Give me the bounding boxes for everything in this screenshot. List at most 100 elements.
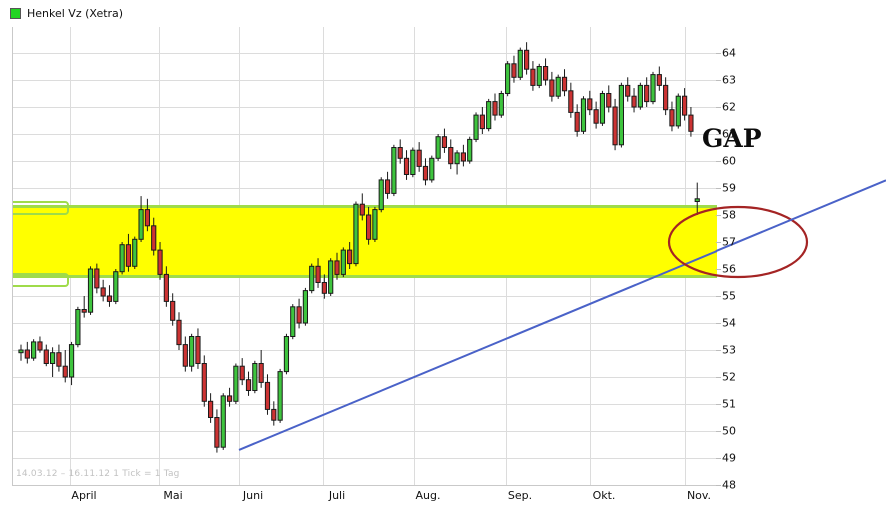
candle-body bbox=[536, 66, 542, 86]
y-axis-label: 48 bbox=[722, 478, 736, 492]
gridline-horizontal bbox=[13, 377, 717, 378]
trendline-segment-extension bbox=[715, 179, 886, 252]
candle-body bbox=[511, 63, 517, 78]
candle-body bbox=[68, 344, 75, 378]
candle-body bbox=[239, 365, 245, 381]
candle-body bbox=[384, 179, 391, 194]
x-axis-label: Juni bbox=[242, 489, 264, 502]
y-axis-label: 63 bbox=[722, 73, 736, 87]
candle-body bbox=[637, 84, 643, 108]
candle-body bbox=[599, 93, 606, 124]
candle-body bbox=[233, 365, 239, 402]
y-axis-label: 61 bbox=[722, 127, 736, 141]
candle-body bbox=[277, 371, 283, 421]
gridline-horizontal bbox=[13, 161, 717, 162]
band-top-edge bbox=[13, 204, 717, 208]
candle-body bbox=[125, 244, 132, 267]
y-axis-label: 50 bbox=[722, 424, 736, 438]
candle-body bbox=[201, 363, 207, 402]
candle-body bbox=[441, 136, 448, 148]
candle-body bbox=[682, 95, 688, 116]
candle-body bbox=[460, 152, 466, 162]
band-bottom-cap bbox=[13, 272, 69, 287]
candle-body bbox=[94, 268, 100, 289]
candle-body bbox=[473, 114, 479, 140]
candle-body bbox=[340, 249, 346, 275]
candle-body bbox=[170, 300, 176, 321]
candle-body bbox=[410, 149, 416, 175]
candle-body bbox=[593, 109, 599, 124]
y-axis-tick bbox=[716, 323, 721, 324]
y-axis-tick bbox=[716, 161, 721, 162]
candle-body bbox=[631, 95, 637, 108]
x-axis-label: Aug. bbox=[415, 489, 441, 502]
candle-body bbox=[530, 68, 536, 86]
candle-body bbox=[245, 379, 252, 392]
plot-area[interactable] bbox=[12, 27, 809, 486]
candle-body bbox=[176, 319, 182, 346]
candle-body bbox=[656, 74, 662, 86]
y-axis-label: 59 bbox=[722, 181, 736, 195]
y-axis-tick bbox=[716, 404, 721, 405]
candle-body bbox=[403, 157, 410, 176]
y-axis-label: 52 bbox=[722, 370, 736, 384]
candle-body bbox=[422, 165, 429, 181]
y-axis-label: 55 bbox=[722, 289, 736, 303]
y-axis-label: 62 bbox=[722, 100, 736, 114]
candle-body bbox=[568, 90, 574, 113]
candle-body bbox=[391, 147, 397, 194]
gridline-horizontal bbox=[13, 107, 717, 108]
candle-body bbox=[151, 225, 157, 251]
candle-body bbox=[100, 287, 106, 297]
candle-body bbox=[182, 344, 188, 367]
candle-body bbox=[24, 349, 30, 359]
ellipse-shape bbox=[667, 205, 809, 279]
candle-body bbox=[119, 244, 125, 273]
candle-body bbox=[694, 198, 700, 203]
gridline-horizontal bbox=[13, 350, 717, 351]
candle-body bbox=[321, 282, 327, 294]
plot-clip bbox=[13, 27, 717, 485]
candle-body bbox=[37, 341, 43, 351]
series-color-swatch-icon bbox=[10, 8, 21, 19]
gridline-horizontal bbox=[13, 296, 717, 297]
candle-body bbox=[18, 349, 24, 354]
candle-body bbox=[75, 309, 81, 346]
y-axis-label: 58 bbox=[722, 208, 736, 222]
y-axis-label: 56 bbox=[722, 262, 736, 276]
candle-body bbox=[688, 114, 694, 132]
candle-body bbox=[448, 147, 454, 165]
gridline-horizontal bbox=[13, 431, 717, 432]
candle-body bbox=[644, 84, 650, 103]
gridline-horizontal bbox=[13, 80, 717, 81]
y-axis-tick bbox=[716, 107, 721, 108]
candle-body bbox=[517, 49, 523, 78]
candle-body bbox=[397, 147, 403, 159]
candle-body bbox=[138, 209, 144, 240]
y-axis-label: 54 bbox=[722, 316, 736, 330]
candle-body bbox=[334, 260, 340, 275]
candle-body bbox=[378, 179, 384, 211]
y-axis-tick bbox=[716, 431, 721, 432]
candle-body bbox=[372, 209, 378, 240]
gap-annotation-label: GAP bbox=[702, 124, 762, 153]
candle-body bbox=[486, 101, 492, 130]
trendline-segment bbox=[238, 250, 717, 451]
candle-body bbox=[106, 295, 113, 302]
candle-body bbox=[50, 352, 56, 365]
candle-body bbox=[264, 381, 271, 410]
candle-body bbox=[56, 352, 62, 367]
y-axis-tick bbox=[716, 215, 721, 216]
gridline-horizontal bbox=[13, 188, 717, 189]
candle-body bbox=[157, 249, 163, 275]
x-axis-label: Sep. bbox=[507, 489, 533, 502]
candle-body bbox=[675, 95, 681, 127]
candle-body bbox=[220, 395, 226, 448]
candle-body bbox=[587, 98, 593, 111]
candlestick-series bbox=[18, 42, 700, 453]
candle-body bbox=[302, 290, 308, 324]
candle-body bbox=[309, 265, 315, 292]
y-axis-label: 64 bbox=[722, 46, 736, 60]
candle-body bbox=[252, 363, 258, 391]
